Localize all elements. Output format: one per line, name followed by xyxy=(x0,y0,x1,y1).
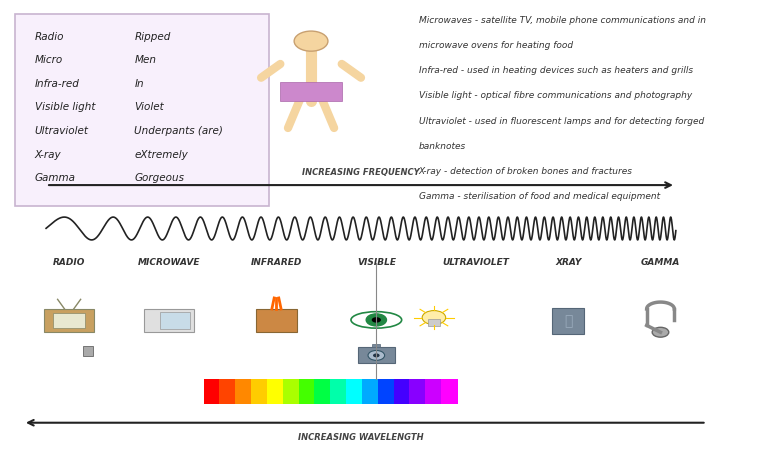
Bar xyxy=(267,379,283,404)
Bar xyxy=(251,379,268,404)
Bar xyxy=(378,379,395,404)
Text: Gamma: Gamma xyxy=(35,173,75,183)
Text: GAMMA: GAMMA xyxy=(641,258,680,267)
Bar xyxy=(160,312,190,329)
Bar xyxy=(83,345,94,356)
Bar xyxy=(299,379,315,404)
Bar xyxy=(220,379,236,404)
Bar xyxy=(441,379,458,404)
Bar xyxy=(204,379,220,404)
Text: Ultraviolet - used in fluorescent lamps and for detecting forged: Ultraviolet - used in fluorescent lamps … xyxy=(419,117,703,126)
Text: 🏋: 🏋 xyxy=(307,45,330,83)
Text: Visible light: Visible light xyxy=(35,102,95,112)
Circle shape xyxy=(652,327,669,337)
Text: Men: Men xyxy=(134,55,157,65)
Text: ✋: ✋ xyxy=(564,314,572,328)
Bar xyxy=(280,82,342,101)
Text: X-ray - detection of broken bones and fractures: X-ray - detection of broken bones and fr… xyxy=(419,167,633,176)
Circle shape xyxy=(366,314,386,326)
Text: eXtremely: eXtremely xyxy=(134,149,188,159)
Text: In: In xyxy=(134,79,144,89)
Circle shape xyxy=(373,353,379,357)
Circle shape xyxy=(422,311,445,324)
Bar xyxy=(256,309,297,332)
Text: Ultraviolet: Ultraviolet xyxy=(35,126,88,136)
Text: Visible light - optical fibre communications and photography: Visible light - optical fibre communicat… xyxy=(419,91,692,101)
Text: microwave ovens for heating food: microwave ovens for heating food xyxy=(419,41,573,50)
Text: Micro: Micro xyxy=(35,55,63,65)
Bar xyxy=(144,309,194,332)
Text: VISIBLE: VISIBLE xyxy=(357,258,396,267)
Bar xyxy=(283,379,300,404)
Text: ULTRAVIOLET: ULTRAVIOLET xyxy=(442,258,510,267)
Text: Ripped: Ripped xyxy=(134,32,170,42)
Text: MICROWAVE: MICROWAVE xyxy=(137,258,200,267)
Text: INCREASING FREQUENCY: INCREASING FREQUENCY xyxy=(302,168,420,177)
Circle shape xyxy=(372,317,381,323)
Bar xyxy=(393,379,410,404)
Text: banknotes: banknotes xyxy=(419,142,466,151)
Text: Gorgeous: Gorgeous xyxy=(134,173,184,183)
Bar xyxy=(362,379,379,404)
Text: X-ray: X-ray xyxy=(35,149,61,159)
Text: Infra-red: Infra-red xyxy=(35,79,79,89)
Bar xyxy=(44,309,94,332)
Bar xyxy=(235,379,252,404)
Circle shape xyxy=(368,351,385,360)
Bar xyxy=(346,379,362,404)
Bar xyxy=(552,308,584,334)
Text: Violet: Violet xyxy=(134,102,164,112)
Bar xyxy=(372,344,380,347)
Circle shape xyxy=(294,31,328,51)
Bar xyxy=(330,379,347,404)
Text: XRAY: XRAY xyxy=(555,258,581,267)
Text: Gamma - sterilisation of food and medical equipment: Gamma - sterilisation of food and medica… xyxy=(419,192,660,201)
Bar xyxy=(314,379,331,404)
Text: INFRARED: INFRARED xyxy=(251,258,302,267)
Text: Infra-red - used in heating devices such as heaters and grills: Infra-red - used in heating devices such… xyxy=(419,66,693,75)
Text: INCREASING WAVELENGTH: INCREASING WAVELENGTH xyxy=(298,433,424,442)
Text: Radio: Radio xyxy=(35,32,64,42)
Text: Microwaves - satellite TV, mobile phone communications and in: Microwaves - satellite TV, mobile phone … xyxy=(419,16,706,25)
Bar xyxy=(425,379,442,404)
Bar xyxy=(358,347,395,363)
Ellipse shape xyxy=(351,312,402,328)
Text: RADIO: RADIO xyxy=(53,258,85,267)
Bar xyxy=(53,313,85,328)
Text: Underpants (are): Underpants (are) xyxy=(134,126,223,136)
Bar xyxy=(15,14,269,206)
Bar xyxy=(428,319,440,326)
Bar xyxy=(409,379,426,404)
